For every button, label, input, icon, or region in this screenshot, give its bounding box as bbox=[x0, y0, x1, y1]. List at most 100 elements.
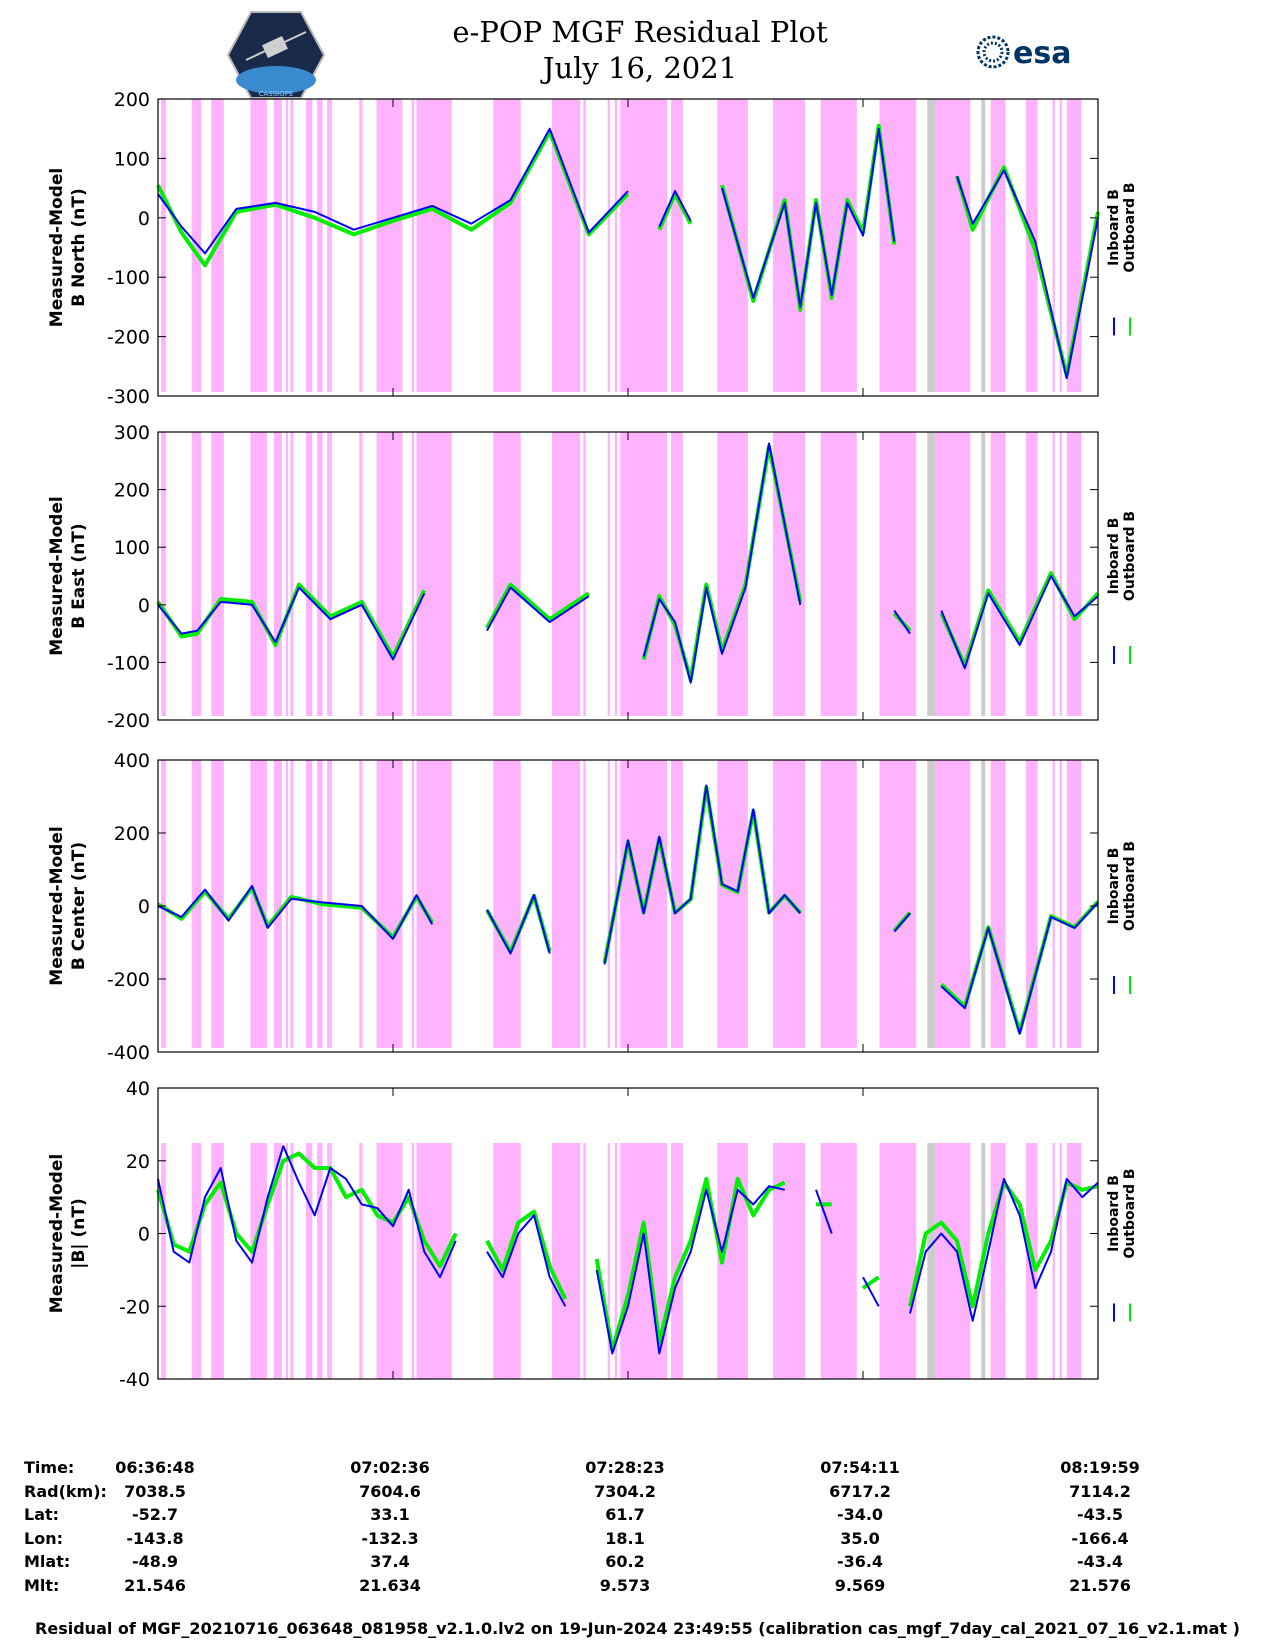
shade-band bbox=[935, 99, 971, 392]
shade-band bbox=[927, 1143, 936, 1379]
table-cell: 61.7 bbox=[605, 1505, 645, 1524]
shade-band bbox=[211, 1143, 224, 1379]
table-cell: 07:54:11 bbox=[820, 1458, 900, 1477]
shade-band bbox=[1066, 1143, 1082, 1379]
y-axis-label: Measured-Model bbox=[47, 826, 67, 985]
legend-label: Outboard B bbox=[1122, 1168, 1138, 1258]
panel-3: 400 200 0 -400 -200 Measured-Model B Center (n… bbox=[47, 750, 1138, 1064]
y-tick-label: -200 bbox=[107, 969, 150, 991]
table-cell: 7604.6 bbox=[359, 1481, 421, 1501]
table-cell: 07:28:23 bbox=[585, 1458, 665, 1477]
shade-band bbox=[820, 760, 857, 1048]
shade-band bbox=[327, 1143, 332, 1379]
legend-label: Outboard B bbox=[1122, 841, 1138, 931]
shade-band bbox=[285, 99, 289, 392]
esa-logo: esa bbox=[976, 35, 1071, 71]
shade-band bbox=[411, 432, 415, 716]
shade-band bbox=[772, 432, 806, 716]
shade-band bbox=[306, 1143, 313, 1379]
footer-caption: Residual of MGF_20210716_063648_081958_v… bbox=[35, 1619, 1240, 1638]
legend-label: Outboard B bbox=[1122, 511, 1138, 601]
series-line-inboard bbox=[157, 784, 1099, 1035]
table-cell: 6717.2 bbox=[829, 1481, 891, 1501]
table-cell: 37.4 bbox=[370, 1552, 410, 1571]
shade-band bbox=[935, 432, 971, 716]
row-label: Mlat: bbox=[24, 1552, 71, 1571]
series-line-outboard bbox=[156, 123, 1100, 378]
y-tick-label: -40 bbox=[119, 1369, 150, 1391]
y-tick-label: 0 bbox=[138, 208, 150, 230]
table-cell: 06:36:48 bbox=[115, 1458, 195, 1477]
shade-band bbox=[161, 432, 166, 716]
legend-label: Inboard B bbox=[1106, 189, 1122, 266]
shade-band bbox=[317, 99, 323, 392]
table-cell: -52.7 bbox=[131, 1505, 179, 1524]
shade-band bbox=[927, 432, 936, 716]
shade-band bbox=[1059, 760, 1062, 1048]
panel-4: 40 20 0 -20 -40 Measured-Model |B| (nT) Inboard… bbox=[47, 1078, 1138, 1391]
shade-band bbox=[935, 1143, 971, 1379]
shade-band bbox=[416, 1143, 452, 1379]
shade-band bbox=[250, 432, 267, 716]
shade-band bbox=[1025, 432, 1038, 716]
y-tick-label: 100 bbox=[114, 148, 150, 170]
shade-band bbox=[671, 432, 683, 716]
shade-band bbox=[990, 1143, 1006, 1379]
shade-band bbox=[583, 432, 586, 716]
plot-title-block: e-POP MGF Residual Plot July 16, 2021 bbox=[380, 14, 900, 86]
shade-band bbox=[552, 432, 581, 716]
shade-band bbox=[359, 760, 363, 1048]
table-cell: -34.0 bbox=[836, 1505, 884, 1524]
table-cell: 9.569 bbox=[834, 1575, 886, 1595]
table-row: Rad(km): 7038.5 7604.6 7304.2 6717.2 7114.2 bbox=[0, 1482, 1275, 1504]
shade-band bbox=[1059, 432, 1062, 716]
table-cell: -43.4 bbox=[1076, 1552, 1124, 1571]
table-row: Mlat: -48.9 37.4 60.2 -36.4 -43.4 bbox=[0, 1552, 1275, 1574]
series-line-outboard bbox=[156, 1151, 1099, 1352]
shade-band bbox=[671, 99, 683, 392]
row-label: Rad(km): bbox=[24, 1481, 107, 1501]
shade-band bbox=[990, 760, 1006, 1048]
shade-band bbox=[376, 1143, 403, 1379]
shade-band bbox=[552, 760, 581, 1048]
shade-band bbox=[614, 99, 618, 392]
shade-band bbox=[879, 1143, 917, 1379]
y-tick-label: 0 bbox=[138, 595, 150, 617]
shade-band bbox=[290, 1143, 294, 1379]
shade-band bbox=[416, 99, 452, 392]
shade-band bbox=[552, 99, 581, 392]
shade-band bbox=[820, 432, 857, 716]
shade-band bbox=[285, 432, 289, 716]
cassiope-logo-text: CASSIOPE bbox=[259, 90, 294, 98]
table-row: Lat: -52.7 33.1 61.7 -34.0 -43.5 bbox=[0, 1505, 1275, 1527]
row-label: Lat: bbox=[24, 1505, 60, 1524]
shade-band bbox=[772, 99, 806, 392]
table-row: Time: 06:36:48 07:02:36 07:28:23 07:54:11 08:… bbox=[0, 1458, 1275, 1480]
shade-band bbox=[935, 760, 971, 1048]
shade-band bbox=[376, 99, 403, 392]
shade-band bbox=[306, 99, 313, 392]
shade-band bbox=[306, 760, 313, 1048]
shade-band bbox=[607, 760, 610, 1048]
shade-band bbox=[990, 432, 1006, 716]
y-axis-label: Measured-Model bbox=[47, 496, 67, 655]
y-tick-label: 100 bbox=[114, 537, 150, 559]
shade-band bbox=[820, 1143, 857, 1379]
cassiope-mission-logo: CASSIOPE bbox=[226, 11, 326, 99]
shade-band bbox=[583, 1143, 586, 1379]
y-tick-label: 400 bbox=[114, 750, 150, 772]
table-cell: -132.3 bbox=[361, 1528, 419, 1548]
shade-band bbox=[671, 1143, 683, 1379]
shade-band bbox=[317, 432, 323, 716]
row-label: Mlt: bbox=[24, 1575, 60, 1595]
panel-1: 200 100 0 -100 -200 -300 Measured-Model B North… bbox=[47, 89, 1138, 408]
table-cell: -36.4 bbox=[836, 1552, 884, 1571]
shade-band bbox=[927, 760, 936, 1048]
esa-logo-text: esa bbox=[1013, 36, 1071, 71]
y-tick-label: 0 bbox=[138, 1224, 150, 1246]
y-tick-label: 20 bbox=[126, 1151, 150, 1173]
series-line-inboard bbox=[157, 1145, 1099, 1355]
y-axis-label: B North (nT) bbox=[69, 188, 89, 307]
y-tick-label: 300 bbox=[114, 422, 150, 444]
